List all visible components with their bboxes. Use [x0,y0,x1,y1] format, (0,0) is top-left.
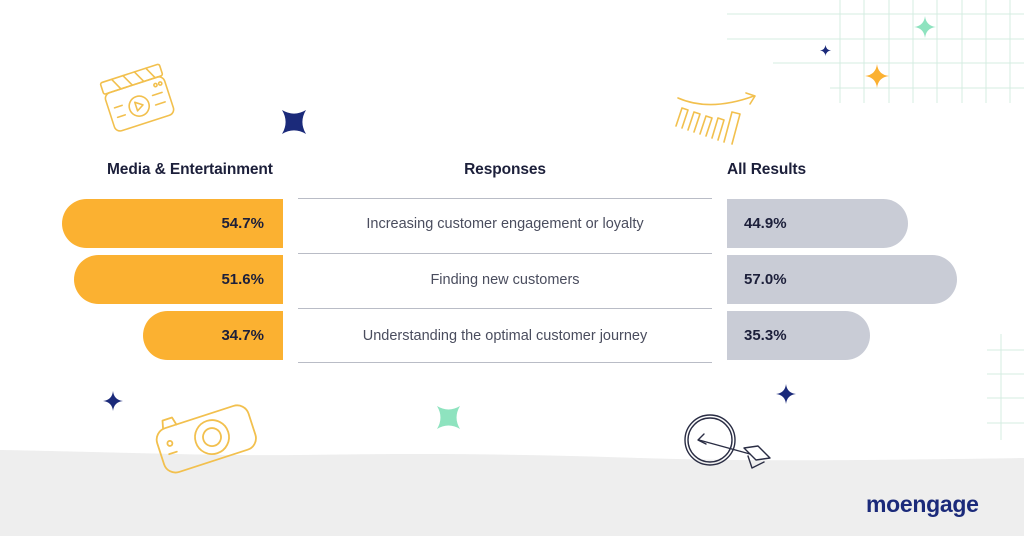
response-text: Increasing customer engagement or loyalt… [366,215,644,232]
media-value: 51.6% [221,271,264,288]
all-value: 44.9% [744,215,787,232]
sparkle-icon [820,45,831,56]
sparkle-icon [282,110,306,134]
media-value: 34.7% [221,327,264,344]
camera-icon [155,404,257,474]
sparkle-icon [776,384,796,404]
response-text: Understanding the optimal customer journ… [362,327,648,344]
row-divider [298,198,712,199]
all-bar-new-customers: 57.0% [727,255,957,304]
sparkle-icon [865,64,889,88]
media-bar-new-customers: 51.6% [74,255,283,304]
all-value: 35.3% [744,327,787,344]
media-bar-engagement: 54.7% [62,199,283,248]
sparkle-icon [103,391,123,411]
all-results-header: All Results [727,161,807,178]
row-divider [298,308,712,309]
row-divider [298,253,712,254]
response-text: Finding new customers [430,271,580,288]
response-label-new-customers: Finding new customers [298,255,712,304]
growth-chart-icon [675,92,756,145]
all-value: 57.0% [744,271,787,288]
response-label-engagement: Increasing customer engagement or loyalt… [298,199,712,248]
media-value: 54.7% [221,215,264,232]
target-arrow-icon [684,414,771,469]
moengage-logo: moengage [866,491,979,517]
media-entertainment-header: Media & Entertainment [107,161,273,178]
row-divider [298,362,712,363]
responses-header: Responses [464,161,546,178]
sparkle-icon [437,406,460,429]
clapperboard-icon [99,63,175,132]
sparkle-icon [914,16,936,38]
all-bar-customer-journey: 35.3% [727,311,870,360]
response-label-customer-journey: Understanding the optimal customer journ… [298,311,712,360]
all-bar-engagement: 44.9% [727,199,908,248]
media-bar-customer-journey: 34.7% [143,311,283,360]
